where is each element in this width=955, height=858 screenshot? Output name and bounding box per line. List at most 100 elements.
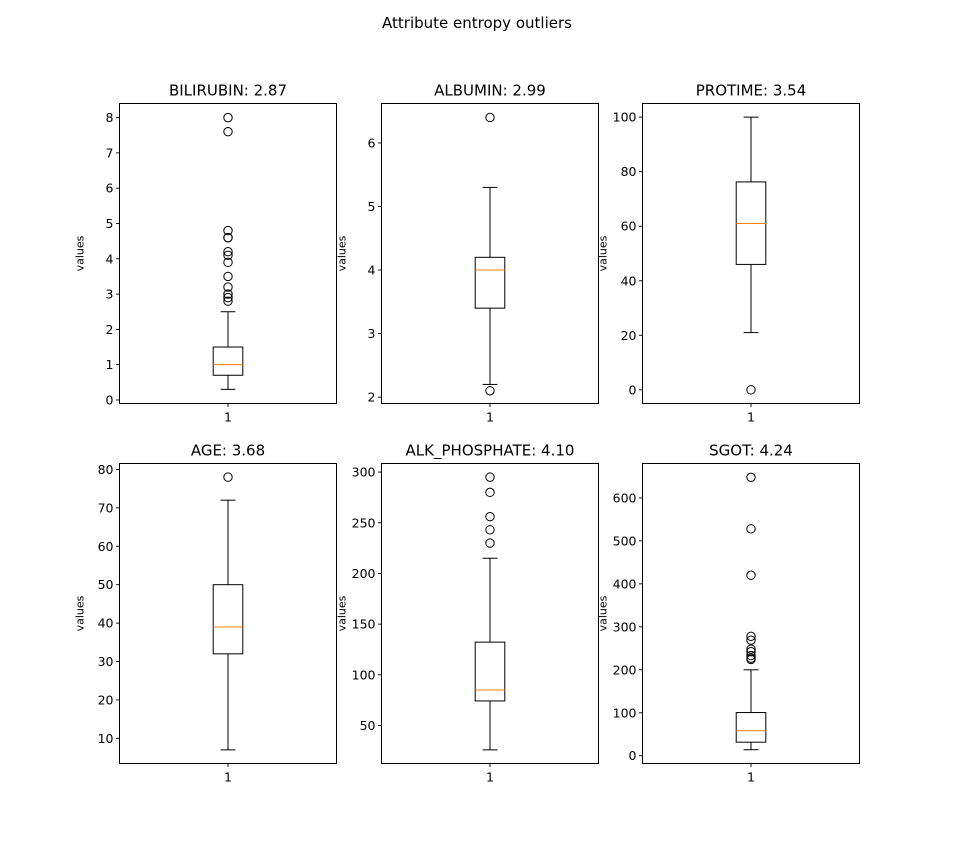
y-tick-label: 20 xyxy=(98,692,114,707)
axes-frame xyxy=(119,463,337,764)
y-tick-label: 2 xyxy=(106,322,114,337)
y-tick-label: 60 xyxy=(98,539,114,554)
y-tick-label: 100 xyxy=(613,705,637,720)
y-tick-label: 0 xyxy=(629,382,637,397)
y-tick-label: 2 xyxy=(368,390,376,405)
y-tick-label: 300 xyxy=(352,465,376,480)
y-tick-label: 80 xyxy=(98,462,114,477)
subplot-title: SGOT: 4.24 xyxy=(709,442,793,460)
y-tick-label: 20 xyxy=(621,328,637,343)
outlier-point xyxy=(746,524,756,534)
y-tick-label: 30 xyxy=(98,654,114,669)
subplot-title: AGE: 3.68 xyxy=(191,442,265,460)
outlier-point xyxy=(485,487,495,498)
y-axis-label: values xyxy=(74,235,87,271)
subplot-3: PROTIME: 3.54 0 20 40 60 80 100 1 values xyxy=(597,82,860,425)
x-tick-label: 1 xyxy=(224,770,232,785)
outlier-point xyxy=(746,653,756,663)
x-tick-label: 1 xyxy=(486,770,494,785)
outlier-point xyxy=(485,472,495,482)
y-tick-label: 6 xyxy=(368,135,376,150)
y-tick-label: 60 xyxy=(621,219,637,234)
subplot-title: PROTIME: 3.54 xyxy=(696,82,807,100)
outlier-point xyxy=(223,127,233,137)
y-tick-label: 40 xyxy=(621,273,637,288)
outlier-point xyxy=(223,289,233,299)
axes-frame xyxy=(119,103,337,404)
y-tick-label: 5 xyxy=(368,199,376,214)
outlier-point xyxy=(485,525,495,535)
y-tick-label: 1 xyxy=(106,357,114,372)
outlier-point xyxy=(485,386,495,396)
axes-frame xyxy=(381,463,599,764)
x-tick-label: 1 xyxy=(486,410,494,425)
subplot-6: SGOT: 4.24 0 100 200 300 400 500 600 1 values xyxy=(597,442,860,785)
axes-frame xyxy=(381,103,599,404)
subplot-title: BILIRUBIN: 2.87 xyxy=(169,82,287,100)
y-axis-label: values xyxy=(336,595,349,631)
y-tick-label: 500 xyxy=(613,533,637,548)
iqr-box xyxy=(474,256,506,309)
outlier-point xyxy=(223,250,233,260)
y-tick-label: 50 xyxy=(98,577,114,592)
y-tick-label: 600 xyxy=(613,490,637,505)
y-tick-label: 50 xyxy=(360,718,376,733)
y-tick-label: 6 xyxy=(106,181,114,196)
y-tick-label: 8 xyxy=(106,110,114,125)
y-tick-label: 0 xyxy=(629,748,637,763)
outlier-point xyxy=(223,257,233,268)
y-tick-label: 100 xyxy=(613,110,637,125)
y-tick-label: 7 xyxy=(106,145,114,160)
y-tick-label: 3 xyxy=(106,287,114,302)
outlier-point xyxy=(223,296,233,306)
y-tick-label: 40 xyxy=(98,616,114,631)
x-tick-label: 1 xyxy=(747,410,755,425)
y-axis-label: values xyxy=(336,235,349,271)
outlier-point xyxy=(223,282,233,292)
subplot-5: ALK_PHOSPHATE: 4.10 50 100 150 200 250 300 1 val… xyxy=(336,442,599,785)
y-tick-label: 3 xyxy=(368,326,376,341)
y-tick-label: 4 xyxy=(368,263,376,278)
outlier-point xyxy=(746,650,756,661)
x-tick-label: 1 xyxy=(224,410,232,425)
iqr-box xyxy=(735,712,767,743)
y-tick-label: 200 xyxy=(613,662,637,677)
subplot-1: BILIRUBIN: 2.87 0 1 2 3 4 5 6 7 8 1 values xyxy=(74,82,337,425)
y-tick-label: 200 xyxy=(352,566,376,581)
y-tick-label: 0 xyxy=(106,392,114,407)
subplot-grid: BILIRUBIN: 2.870123456781valuesALBUMIN: … xyxy=(74,82,860,785)
y-tick-label: 400 xyxy=(613,576,637,591)
outlier-point xyxy=(746,570,756,580)
y-tick-label: 150 xyxy=(352,617,376,632)
outlier-point xyxy=(223,232,233,243)
iqr-box xyxy=(212,584,244,655)
subplot-2: ALBUMIN: 2.99 2 3 4 5 6 1 values xyxy=(336,82,599,425)
iqr-box xyxy=(474,641,506,702)
y-tick-label: 70 xyxy=(98,500,114,515)
outlier-point xyxy=(485,511,495,522)
y-tick-label: 5 xyxy=(106,216,114,231)
y-axis-label: values xyxy=(597,235,610,271)
y-axis-label: values xyxy=(74,595,87,631)
y-tick-label: 80 xyxy=(621,164,637,179)
axes-frame xyxy=(642,463,860,764)
subplot-4: AGE: 3.68 10 20 30 40 50 60 70 80 1 values xyxy=(74,442,337,785)
figure-suptitle: Attribute entropy outliers xyxy=(382,14,572,32)
y-tick-label: 300 xyxy=(613,619,637,634)
outlier-point xyxy=(223,225,233,236)
outlier-point xyxy=(223,112,233,123)
outlier-point xyxy=(746,385,756,395)
outlier-point xyxy=(223,472,233,482)
y-axis-label: values xyxy=(597,595,610,631)
axes-frame xyxy=(642,103,860,404)
outlier-point xyxy=(223,247,233,257)
x-tick-label: 1 xyxy=(747,770,755,785)
iqr-box xyxy=(212,346,244,376)
outlier-point xyxy=(485,538,495,548)
y-tick-label: 100 xyxy=(352,667,376,682)
outlier-point xyxy=(746,631,756,641)
outlier-point xyxy=(746,644,756,654)
outlier-point xyxy=(746,635,756,645)
subplot-title: ALK_PHOSPHATE: 4.10 xyxy=(406,442,575,461)
